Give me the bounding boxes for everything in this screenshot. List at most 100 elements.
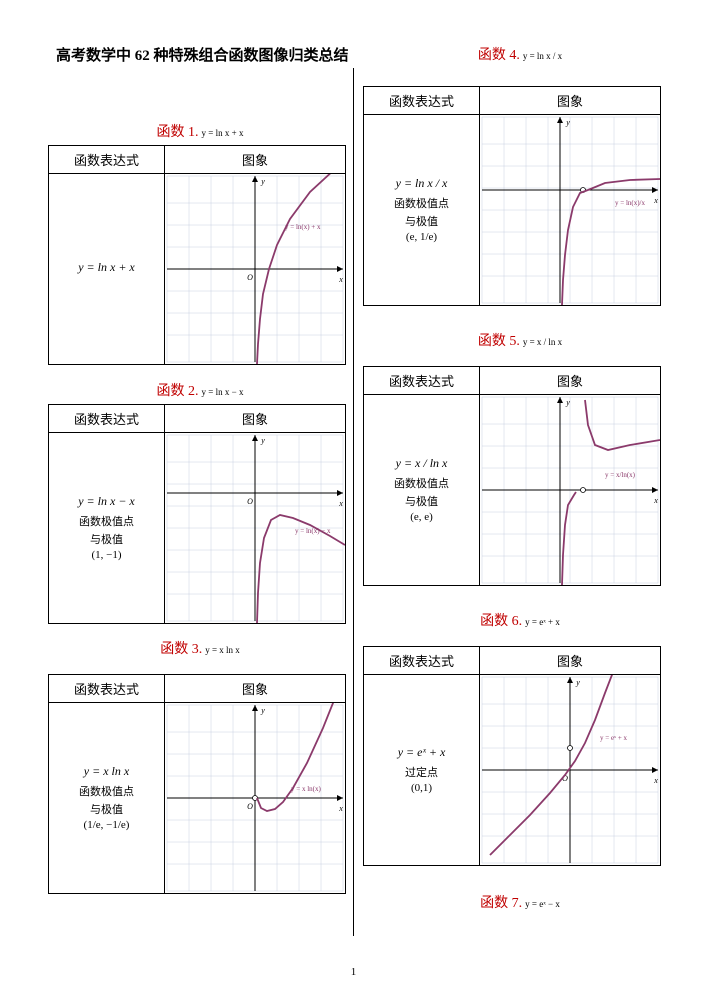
expr-main: y = x / ln x	[368, 456, 475, 471]
graph-f2: x y O y = ln(x) − x	[165, 433, 345, 623]
th-graph: 图象	[480, 87, 661, 115]
th-expr: 函数表达式	[364, 647, 480, 675]
svg-text:y: y	[575, 678, 580, 687]
func-expr-sm: y = x ln x	[205, 645, 240, 655]
note1: 函数极值点	[53, 783, 160, 799]
th-expr: 函数表达式	[364, 367, 480, 395]
func-expr-sm: y = x / ln x	[523, 337, 562, 347]
curve-label: y = ln(x)/x	[615, 199, 645, 207]
expr-main: y = ln x + x	[53, 260, 160, 275]
func3-table: 函数表达式图象 y = x ln x 函数极值点 与极值 (1/e, −1/e)…	[48, 674, 346, 894]
func-num: 函数 3.	[160, 642, 202, 657]
th-graph: 图象	[165, 675, 346, 703]
note1: 函数极值点	[368, 475, 475, 491]
func7-header: 函数 7. y = eˣ − x	[420, 892, 620, 912]
graph-f5: x y y = x/ln(x)	[480, 395, 660, 585]
th-expr: 函数表达式	[49, 675, 165, 703]
column-divider	[353, 68, 354, 936]
curve-label: y = x/ln(x)	[605, 471, 636, 479]
graph-cell: x y O y = x ln(x)	[165, 703, 346, 894]
page-number: 1	[0, 966, 707, 978]
curve-label: y = x ln(x)	[291, 785, 321, 793]
func-expr-sm: y = ln x / x	[523, 51, 562, 61]
func-num: 函数 2.	[157, 384, 199, 399]
expr-cell: y = ln x + x	[49, 174, 165, 365]
func-expr-sm: y = eˣ − x	[525, 899, 560, 909]
svg-text:x: x	[338, 499, 343, 508]
expr-main: y = ln x / x	[368, 176, 475, 191]
page-title: 高考数学中 62 种特殊组合函数图像归类总结	[56, 44, 349, 65]
svg-text:x: x	[338, 275, 343, 284]
th-expr: 函数表达式	[49, 146, 165, 174]
func-num: 函数 5.	[478, 334, 520, 349]
note2: 与极值	[53, 531, 160, 547]
svg-text:y: y	[565, 118, 570, 127]
th-graph: 图象	[480, 647, 661, 675]
svg-text:y: y	[260, 177, 265, 186]
expr-main: y = x ln x	[53, 764, 160, 779]
note2: (0,1)	[368, 782, 475, 794]
svg-text:x: x	[338, 804, 343, 813]
svg-text:O: O	[247, 497, 253, 506]
svg-text:x: x	[653, 776, 658, 785]
note3: (1, −1)	[53, 549, 160, 561]
func-num: 函数 6.	[480, 614, 522, 629]
func-expr-sm: y = eˣ + x	[525, 617, 560, 627]
expr-cell: y = ln x − x 函数极值点 与极值 (1, −1)	[49, 433, 165, 624]
svg-text:O: O	[247, 802, 253, 811]
note3: (1/e, −1/e)	[53, 819, 160, 831]
func1-table: 函数表达式图象 y = ln x + x x y O y = ln(x) + x	[48, 145, 346, 365]
svg-text:x: x	[653, 496, 658, 505]
graph-cell: x y O y = ln(x) + x	[165, 174, 346, 365]
graph-cell: x y O y = ln(x) − x	[165, 433, 346, 624]
func6-header: 函数 6. y = eˣ + x	[420, 610, 620, 630]
expr-main: y = eˣ + x	[368, 745, 475, 760]
th-graph: 图象	[165, 146, 346, 174]
func3-header: 函数 3. y = x ln x	[100, 638, 300, 658]
note3: (e, 1/e)	[368, 231, 475, 243]
func2-header: 函数 2. y = ln x − x	[100, 380, 300, 400]
svg-text:y: y	[565, 398, 570, 407]
svg-text:O: O	[247, 273, 253, 282]
curve-label: y = ln(x) − x	[295, 527, 331, 535]
func-num: 函数 1.	[157, 125, 199, 140]
expr-cell: y = eˣ + x 过定点 (0,1)	[364, 675, 480, 866]
curve-label: y = eˣ + x	[600, 734, 628, 742]
graph-cell: x y y = x/ln(x)	[480, 395, 661, 586]
note2: 与极值	[53, 801, 160, 817]
graph-cell: x y y = ln(x)/x	[480, 115, 661, 306]
svg-text:y: y	[260, 706, 265, 715]
expr-cell: y = x / ln x 函数极值点 与极值 (e, e)	[364, 395, 480, 586]
note3: (e, e)	[368, 511, 475, 523]
graph-f4: x y y = ln(x)/x	[480, 115, 660, 305]
th-graph: 图象	[165, 405, 346, 433]
note2: 与极值	[368, 493, 475, 509]
func-expr-sm: y = ln x + x	[202, 128, 244, 138]
note1: 过定点	[368, 764, 475, 780]
graph-cell: xy O y = eˣ + x	[480, 675, 661, 866]
th-expr: 函数表达式	[49, 405, 165, 433]
curve-label: y = ln(x) + x	[285, 223, 321, 231]
func1-header: 函数 1. y = ln x + x	[100, 121, 300, 141]
func4-header: 函数 4. y = ln x / x	[420, 44, 620, 64]
func4-table: 函数表达式图象 y = ln x / x 函数极值点 与极值 (e, 1/e) …	[363, 86, 661, 306]
graph-f3: x y O y = x ln(x)	[165, 703, 345, 893]
graph-f1: x y O y = ln(x) + x	[165, 174, 345, 364]
svg-text:y: y	[260, 436, 265, 445]
func-expr-sm: y = ln x − x	[202, 387, 244, 397]
svg-text:x: x	[653, 196, 658, 205]
note1: 函数极值点	[368, 195, 475, 211]
func5-table: 函数表达式图象 y = x / ln x 函数极值点 与极值 (e, e) xy	[363, 366, 661, 586]
func2-table: 函数表达式图象 y = ln x − x 函数极值点 与极值 (1, −1) x…	[48, 404, 346, 624]
func-num: 函数 7.	[480, 896, 522, 911]
th-expr: 函数表达式	[364, 87, 480, 115]
note1: 函数极值点	[53, 513, 160, 529]
expr-main: y = ln x − x	[53, 494, 160, 509]
note2: 与极值	[368, 213, 475, 229]
func5-header: 函数 5. y = x / ln x	[420, 330, 620, 350]
func-num: 函数 4.	[478, 48, 520, 63]
graph-f6: xy O y = eˣ + x	[480, 675, 660, 865]
func6-table: 函数表达式图象 y = eˣ + x 过定点 (0,1) xy O y = eˣ…	[363, 646, 661, 866]
expr-cell: y = ln x / x 函数极值点 与极值 (e, 1/e)	[364, 115, 480, 306]
expr-cell: y = x ln x 函数极值点 与极值 (1/e, −1/e)	[49, 703, 165, 894]
